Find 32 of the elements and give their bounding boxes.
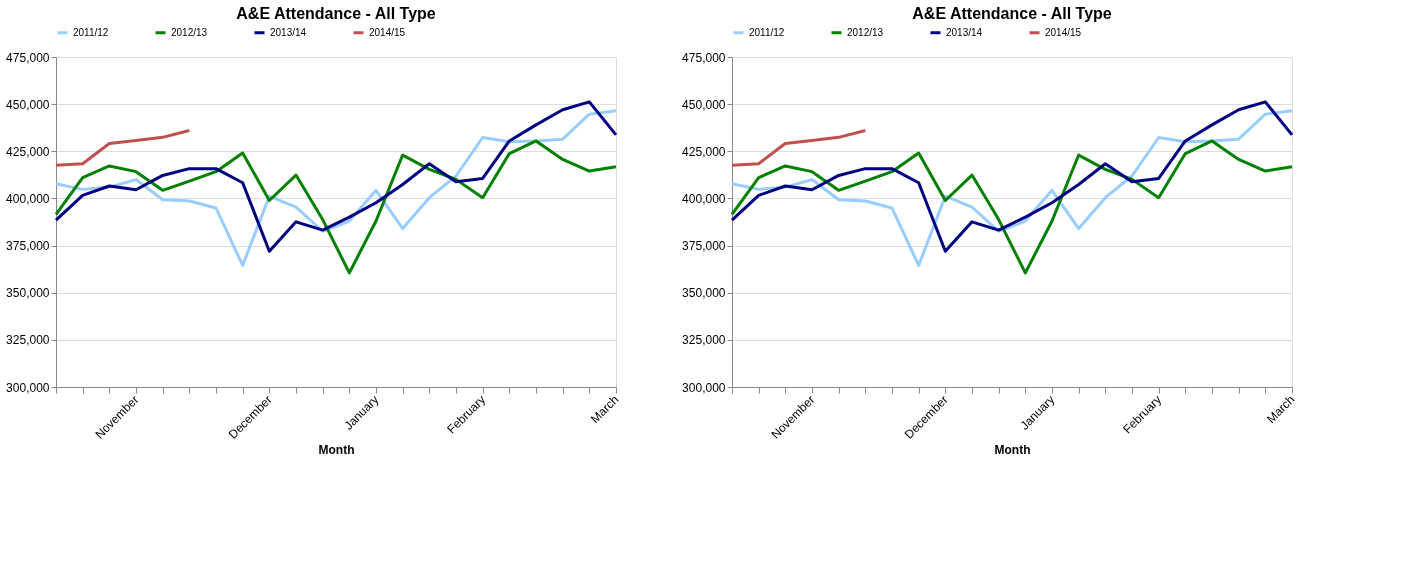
x-axis-title: Month — [994, 442, 1031, 457]
x-axis-title: Month — [318, 442, 355, 457]
y-tick-label: 400,000 — [6, 191, 50, 206]
y-tick-label: 450,000 — [682, 97, 726, 112]
line-series — [730, 139, 1294, 275]
y-tick-label: 450,000 — [6, 97, 50, 112]
y-tick-label: 300,000 — [6, 380, 50, 395]
y-tick-label: 375,000 — [6, 239, 50, 254]
line-series — [730, 129, 867, 167]
legend-label: 2014/15 — [369, 26, 406, 38]
legend-label: 2013/14 — [946, 26, 983, 38]
legend-label: 2014/15 — [1045, 26, 1082, 38]
chart-title: A&E Attendance - All Type — [236, 5, 436, 22]
y-tick-label: 350,000 — [682, 286, 726, 301]
chart-title: A&E Attendance - All Type — [912, 5, 1112, 22]
y-tick-label: 475,000 — [6, 50, 50, 65]
y-tick-label: 325,000 — [682, 333, 726, 348]
legend-label: 2011/12 — [749, 26, 785, 38]
y-tick-label: 325,000 — [6, 333, 50, 348]
line-series — [54, 139, 618, 275]
legend-label: 2011/12 — [73, 26, 109, 38]
y-tick-label: 375,000 — [682, 239, 726, 254]
legend-label: 2013/14 — [270, 26, 307, 38]
line-series — [54, 129, 191, 167]
y-tick-label: 475,000 — [682, 50, 726, 65]
y-tick-label: 425,000 — [6, 144, 50, 159]
legend-label: 2012/13 — [171, 26, 208, 38]
legend-label: 2012/13 — [847, 26, 884, 38]
y-tick-label: 300,000 — [682, 380, 726, 395]
y-tick-label: 425,000 — [682, 144, 726, 159]
y-tick-label: 400,000 — [682, 191, 726, 206]
y-tick-label: 350,000 — [6, 286, 50, 301]
